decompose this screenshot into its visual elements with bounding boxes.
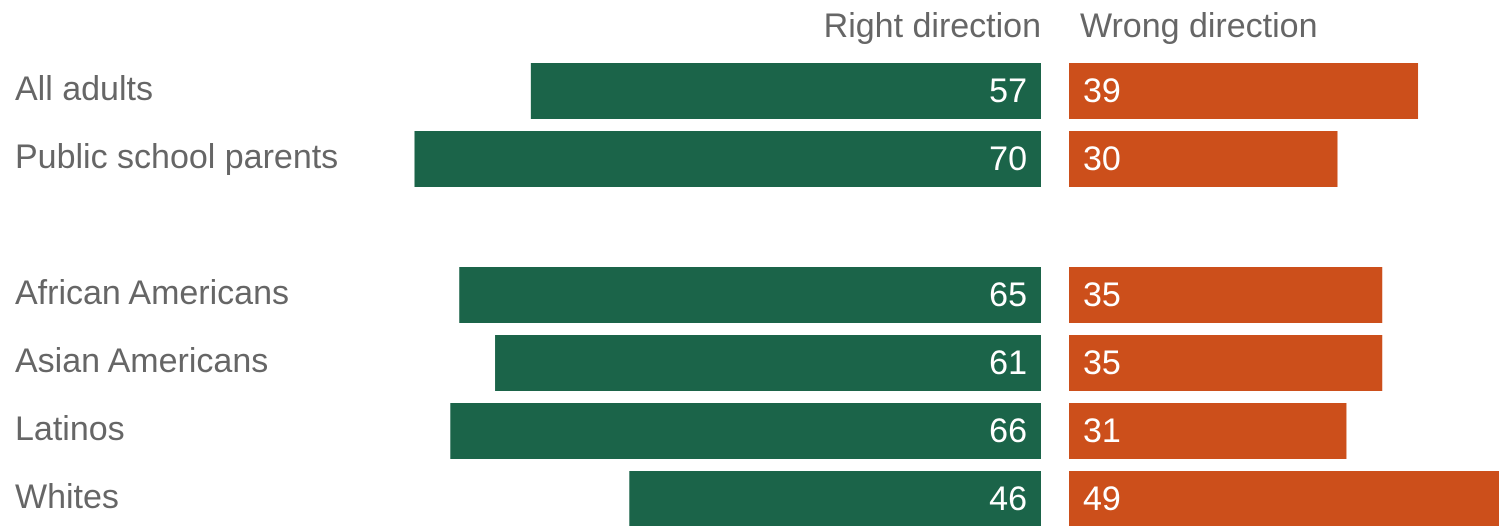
category-label: Public school parents bbox=[15, 138, 338, 176]
category-label: Whites bbox=[15, 478, 119, 516]
series-header: Right direction bbox=[824, 7, 1041, 45]
bar bbox=[1069, 471, 1499, 526]
value-label: 49 bbox=[1083, 480, 1121, 518]
bar bbox=[1069, 335, 1383, 391]
value-label: 35 bbox=[1083, 344, 1121, 382]
value-label: 66 bbox=[989, 412, 1027, 450]
value-label: 35 bbox=[1083, 276, 1121, 314]
value-label: 30 bbox=[1083, 140, 1121, 178]
bar bbox=[1069, 63, 1419, 119]
series-header: Wrong direction bbox=[1080, 7, 1318, 45]
bar bbox=[629, 471, 1041, 526]
value-label: 65 bbox=[989, 276, 1027, 314]
value-label: 70 bbox=[989, 140, 1027, 178]
bar bbox=[530, 63, 1041, 119]
category-label: African Americans bbox=[15, 274, 289, 312]
value-label: 31 bbox=[1083, 412, 1121, 450]
category-label: Latinos bbox=[15, 410, 125, 448]
bar bbox=[1069, 403, 1347, 459]
bar bbox=[1069, 131, 1338, 187]
value-label: 57 bbox=[989, 72, 1027, 110]
value-label: 61 bbox=[989, 344, 1027, 382]
value-label: 39 bbox=[1083, 72, 1121, 110]
category-label: All adults bbox=[15, 70, 153, 108]
bar bbox=[495, 335, 1041, 391]
bar bbox=[459, 267, 1041, 323]
category-label: Asian Americans bbox=[15, 342, 268, 380]
value-label: 46 bbox=[989, 480, 1027, 518]
bar bbox=[450, 403, 1041, 459]
bar bbox=[414, 131, 1041, 187]
bar bbox=[1069, 267, 1383, 323]
